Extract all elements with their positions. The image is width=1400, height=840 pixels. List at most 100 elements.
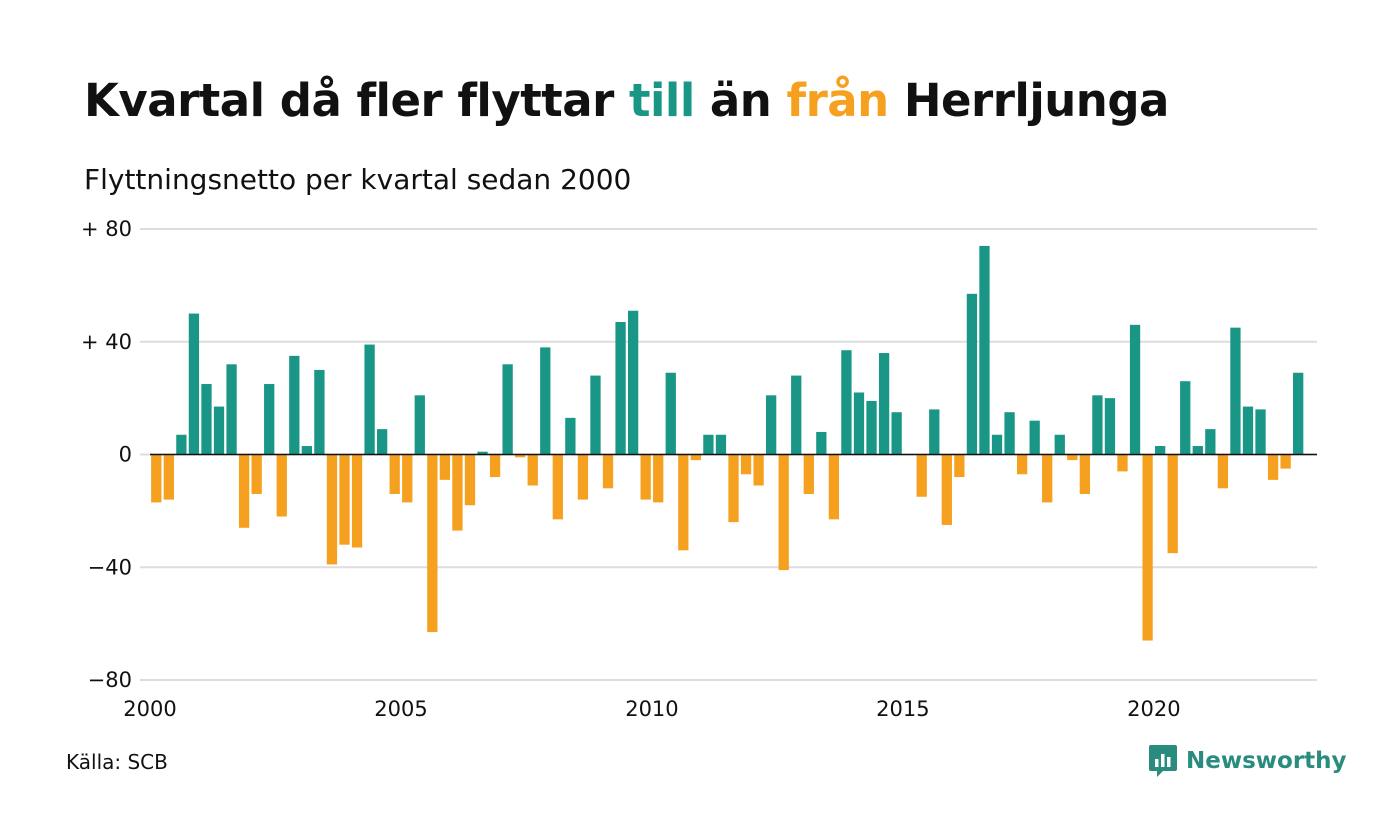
bar [1054,434,1065,455]
x-tick-label: 2010 [625,697,678,721]
bar [326,454,338,565]
bar [402,454,413,503]
bar [853,392,865,455]
brand-name: Newsworthy [1186,748,1347,774]
bar [502,364,513,455]
bar [715,434,727,455]
bar [1267,454,1279,480]
bar [1205,429,1216,455]
title-fran: från [786,74,890,127]
bar [828,454,840,520]
bar [1180,381,1191,455]
bar [213,406,225,455]
bar [1280,454,1291,469]
bar [251,454,262,494]
bar [289,355,300,455]
y-tick-label: + 40 [81,330,132,354]
bar [878,353,890,455]
bar [188,313,200,455]
bar [966,293,978,455]
bar [690,454,701,461]
bar [791,375,802,455]
bar [276,454,287,517]
bar [377,429,388,455]
bar [264,384,275,455]
bar [389,454,400,494]
bar [477,451,488,455]
bar [891,412,902,455]
bar [615,322,626,455]
bar [515,454,526,458]
bar [665,372,676,455]
bar [954,454,965,478]
bar [163,454,174,500]
bar [201,384,212,455]
bar [866,400,877,455]
bar [540,347,551,455]
bar [991,434,1003,455]
bar [816,431,827,455]
bar-chart: + 80 + 40 0 −40 −80 2000 2005 2010 2015 2020 [81,217,1317,721]
bar [627,310,639,455]
bar [439,454,451,480]
bar [766,395,777,455]
bar [452,454,463,531]
bar [929,409,940,455]
bar [1293,372,1304,455]
x-tick-label: 2005 [374,697,427,721]
bar [728,454,739,523]
bar [565,417,576,455]
bar [1142,454,1153,641]
bar [1155,446,1166,455]
bar [1192,446,1203,455]
bar [1104,398,1116,455]
bar [1242,406,1254,455]
y-tick-label: 0 [119,443,132,467]
bar [803,454,814,494]
title-part-1: Kvartal då fler flyttar [84,74,629,127]
x-tick-label: 2020 [1127,697,1180,721]
bar [703,434,714,455]
bar [653,454,664,503]
bar [1016,454,1028,475]
bar [464,454,476,506]
bar [1129,324,1141,455]
newsworthy-logo-icon [1149,745,1177,777]
bar [841,350,852,455]
bar [1217,454,1229,489]
y-tick-label: −80 [88,668,132,692]
bar [1029,420,1040,455]
bar [941,454,952,525]
bar [979,245,990,455]
x-tick-label: 2000 [123,697,176,721]
bar [351,454,363,548]
y-tick-label: + 80 [81,217,132,241]
chart-title: Kvartal då fler flyttar till än från Her… [84,74,1169,127]
bar [301,446,312,455]
bar [1079,454,1090,494]
bar [527,454,538,486]
source-label: Källa: SCB [66,750,168,774]
bar [1092,395,1103,455]
bar [916,454,927,497]
bar [1167,454,1178,554]
bar [740,454,752,475]
bar [678,454,689,551]
title-part-3: Herrljunga [888,74,1170,127]
bar [314,369,325,455]
bar [339,454,350,545]
title-till: till [628,74,695,127]
bar [226,364,237,455]
bar [1230,327,1241,455]
bar [1067,454,1078,461]
bar [552,454,563,520]
title-part-2: än [694,74,787,127]
bar [778,454,789,571]
bar [577,454,589,500]
brand-logo: Newsworthy [1148,743,1347,779]
y-tick-label: −40 [88,555,132,579]
bar [1117,454,1128,472]
bar [1042,454,1053,503]
bar [427,454,438,633]
bar [602,454,614,489]
